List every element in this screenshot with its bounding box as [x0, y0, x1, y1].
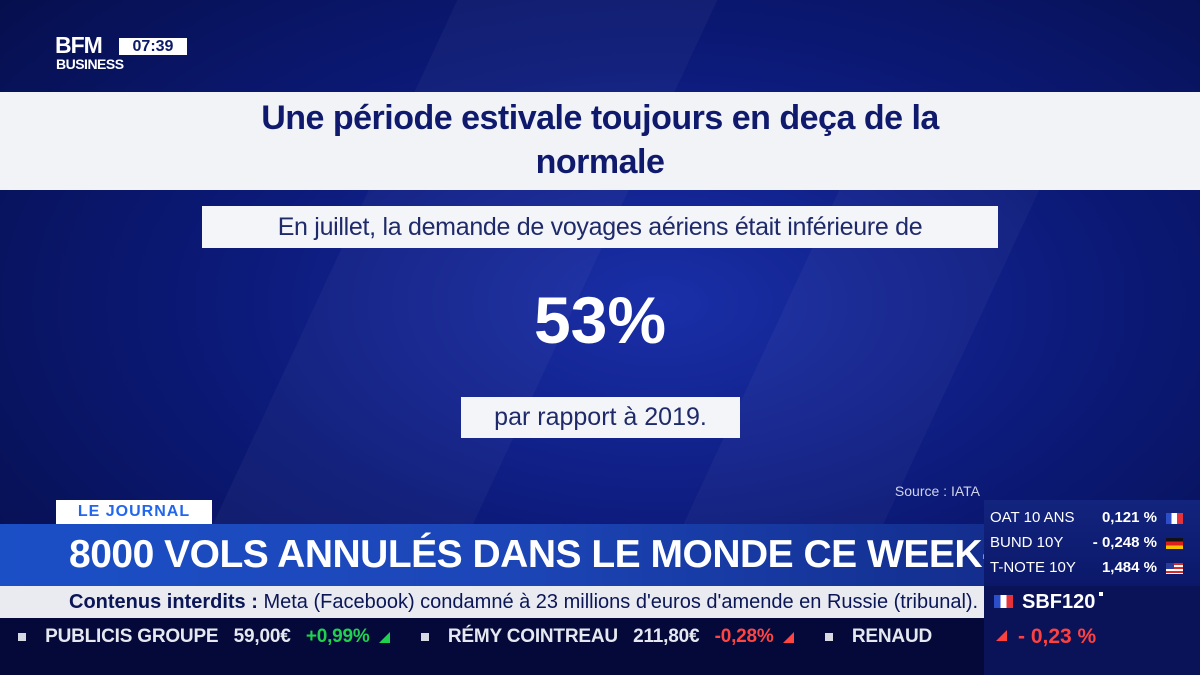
- logo-business-text: BUSINESS: [56, 56, 124, 72]
- news-title: 8000 VOLS ANNULÉS DANS LE MONDE CE WEEK-…: [69, 533, 1076, 576]
- france-flag-icon: [994, 595, 1013, 608]
- ticker-name: PUBLICIS GROUPE: [45, 626, 219, 647]
- ticker-change: +0,99%: [305, 626, 370, 647]
- market-row: T-NOTE 10Y 1,484 %: [990, 557, 1195, 579]
- down-arrow-icon: [782, 632, 794, 643]
- bond-rates-box: [984, 500, 1200, 586]
- market-row: BUND 10Y - 0,248 %: [990, 532, 1195, 554]
- market-name: BUND 10Y: [990, 534, 1064, 551]
- crawl-label: Contenus interdits :: [69, 591, 258, 613]
- index-change: - 0,23 %: [1018, 625, 1097, 648]
- graphic-subtitle: En juillet, la demande de voyages aérien…: [202, 206, 998, 248]
- ticker-name: RENAUD: [851, 626, 932, 647]
- down-arrow-icon: [996, 630, 1007, 641]
- market-value: 0,121 %: [1101, 509, 1157, 526]
- france-flag-icon: [1166, 513, 1183, 524]
- ticker-name: RÉMY COINTREAU: [447, 626, 618, 647]
- market-name: OAT 10 ANS: [990, 509, 1075, 526]
- ticker-separator: [420, 633, 429, 641]
- up-arrow-icon: [378, 632, 390, 643]
- crawl-text: Meta (Facebook) condamné à 23 millions d…: [257, 591, 979, 613]
- headline-line-1: Une période estivale toujours en deça de…: [261, 99, 939, 137]
- broadcast-clock: 07:39: [119, 38, 187, 55]
- market-name: T-NOTE 10Y: [990, 559, 1076, 576]
- ticker-separator: [824, 633, 833, 641]
- graphic-headline: Une période estivale toujours en deça de…: [200, 96, 1000, 184]
- ticker-separator: [18, 633, 26, 641]
- index-marker-icon: [1099, 592, 1103, 596]
- stock-ticker: PUBLICIS GROUPE 59,00€ +0,99% RÉMY COINT…: [0, 624, 932, 650]
- germany-flag-icon: [1166, 538, 1183, 549]
- index-box: SBF120 - 0,23 %: [984, 586, 1200, 675]
- ticker-price: 59,00€: [233, 626, 291, 647]
- market-panel: OAT 10 ANS 0,121 % BUND 10Y - 0,248 % T-…: [984, 500, 1200, 675]
- graphic-comparison: par rapport à 2019.: [461, 397, 740, 438]
- usa-flag-icon: [1166, 563, 1183, 574]
- graphic-source: Source : IATA: [894, 483, 980, 499]
- market-row: OAT 10 ANS 0,121 %: [990, 507, 1195, 529]
- graphic-stat: 53%: [533, 283, 667, 357]
- logo-bfm-text: BFM: [55, 32, 103, 58]
- crawl-band: [0, 586, 984, 618]
- index-name: SBF120: [1022, 591, 1096, 613]
- title-band: [0, 524, 984, 586]
- ticker-change: -0,28%: [714, 626, 774, 647]
- headline-line-2: normale: [535, 143, 665, 181]
- program-tag: LE JOURNAL: [56, 500, 212, 524]
- ticker-price: 211,80€: [633, 626, 700, 647]
- headline-band: [0, 92, 1200, 190]
- ticker-band: [0, 618, 984, 675]
- market-value: 1,484 %: [1101, 559, 1157, 576]
- market-value: - 0,248 %: [1092, 534, 1157, 551]
- news-crawl: Contenus interdits : Meta (Facebook) con…: [69, 589, 978, 615]
